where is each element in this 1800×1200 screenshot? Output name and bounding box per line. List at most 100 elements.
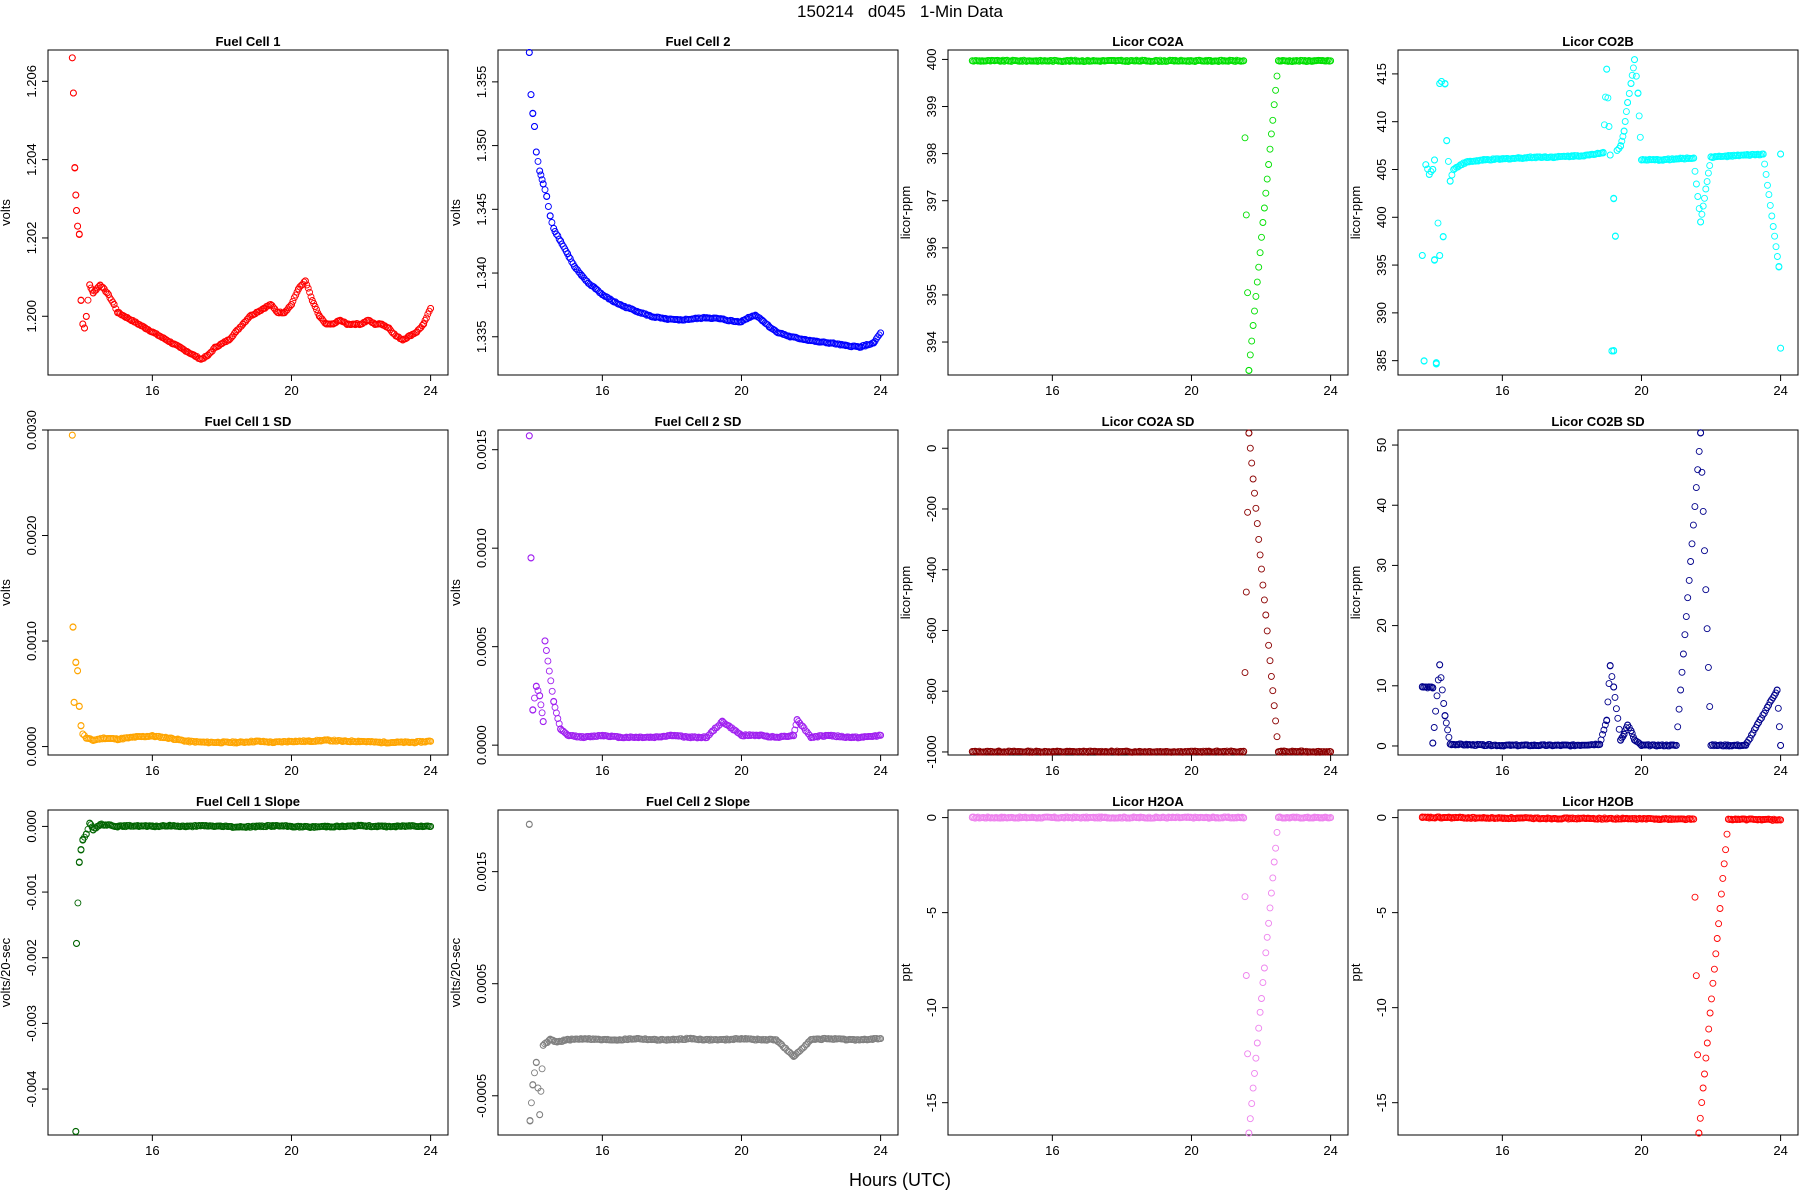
data-point bbox=[1615, 725, 1623, 733]
data-point bbox=[526, 1116, 534, 1124]
data-point bbox=[1568, 741, 1576, 749]
data-point bbox=[1548, 153, 1556, 161]
data-point bbox=[765, 323, 773, 331]
data-point bbox=[1697, 429, 1705, 437]
data-point bbox=[1027, 747, 1035, 755]
data-point bbox=[1682, 155, 1690, 163]
data-point bbox=[68, 431, 76, 439]
data-point bbox=[1188, 747, 1196, 755]
data-point bbox=[1761, 160, 1769, 168]
data-point bbox=[1259, 219, 1267, 226]
data-point bbox=[731, 318, 738, 325]
data-point bbox=[246, 738, 254, 746]
x-tick-label: 16 bbox=[145, 1143, 159, 1158]
x-tick-label: 16 bbox=[1045, 763, 1059, 778]
y-tick-label: 395 bbox=[1374, 254, 1389, 276]
data-point bbox=[1722, 152, 1730, 160]
data-point bbox=[1759, 150, 1767, 158]
data-point bbox=[357, 822, 365, 830]
chart-panel: Fuel Cell 1 SD volts 16 20 24 0.0000 0.0010 0.0… bbox=[0, 410, 449, 778]
data-point bbox=[537, 701, 545, 709]
y-tick-label: 396 bbox=[924, 237, 939, 259]
data-point bbox=[1436, 252, 1444, 259]
data-point bbox=[1262, 949, 1270, 957]
y-tick-label: -10 bbox=[1374, 998, 1389, 1017]
data-point bbox=[681, 1036, 689, 1043]
data-point bbox=[586, 733, 594, 741]
data-point bbox=[1682, 613, 1690, 621]
data-point bbox=[538, 709, 546, 717]
data-point bbox=[1703, 625, 1711, 633]
data-point bbox=[532, 1058, 540, 1066]
data-point bbox=[1240, 57, 1248, 65]
data-point bbox=[539, 180, 547, 188]
x-tick-label: 20 bbox=[1634, 383, 1648, 398]
y-axis-label: ppt bbox=[898, 963, 913, 981]
data-point bbox=[999, 814, 1007, 822]
data-point bbox=[1422, 161, 1430, 169]
data-point bbox=[767, 733, 775, 741]
data-point bbox=[853, 733, 860, 741]
data-point bbox=[1170, 57, 1178, 65]
x-tick-label: 20 bbox=[284, 1143, 298, 1158]
data-point bbox=[1498, 155, 1506, 163]
data-point bbox=[859, 1036, 867, 1044]
series-points bbox=[68, 54, 435, 363]
data-point bbox=[1422, 683, 1430, 691]
data-point bbox=[685, 1035, 693, 1043]
series-points bbox=[525, 432, 885, 742]
data-point bbox=[119, 823, 127, 830]
data-point bbox=[544, 203, 552, 210]
data-point bbox=[633, 733, 641, 741]
data-point bbox=[541, 637, 549, 645]
data-point bbox=[304, 284, 312, 292]
data-point bbox=[1717, 890, 1725, 898]
data-point bbox=[1241, 669, 1249, 677]
data-point bbox=[1091, 814, 1099, 822]
data-point bbox=[1759, 816, 1767, 823]
data-point bbox=[183, 737, 191, 745]
data-point bbox=[325, 736, 333, 744]
data-point bbox=[776, 733, 784, 741]
data-point bbox=[1327, 814, 1335, 822]
data-point bbox=[529, 110, 537, 118]
data-point bbox=[1245, 1129, 1253, 1137]
data-point bbox=[118, 822, 126, 830]
plot-frame bbox=[497, 429, 899, 756]
data-point bbox=[378, 320, 386, 328]
x-tick-label: 20 bbox=[1634, 1143, 1648, 1158]
data-point bbox=[1253, 520, 1261, 528]
chart-panel: Fuel Cell 2 Slope volts/20-sec 16 20 24 -0.00… bbox=[448, 794, 899, 1158]
data-point bbox=[968, 814, 976, 822]
y-tick-label: 0.0015 bbox=[474, 430, 489, 470]
data-point bbox=[1704, 169, 1712, 177]
x-tick-label: 24 bbox=[873, 1143, 887, 1158]
data-point bbox=[525, 432, 533, 440]
data-point bbox=[73, 939, 80, 947]
data-point bbox=[1606, 662, 1614, 670]
data-point bbox=[1237, 747, 1245, 755]
data-point bbox=[1674, 723, 1682, 731]
data-point bbox=[409, 822, 417, 830]
data-point bbox=[703, 1036, 711, 1044]
data-point bbox=[1551, 814, 1558, 822]
data-point bbox=[1679, 650, 1687, 658]
data-point bbox=[1716, 905, 1724, 912]
data-point bbox=[1620, 730, 1628, 738]
data-point bbox=[75, 230, 83, 238]
data-point bbox=[1773, 253, 1781, 260]
data-point bbox=[532, 682, 540, 690]
y-tick-label: 0.0015 bbox=[474, 852, 489, 892]
y-axis-label: volts bbox=[448, 199, 463, 226]
data-point bbox=[1489, 155, 1497, 163]
data-point bbox=[176, 344, 184, 352]
data-point bbox=[557, 725, 565, 733]
data-point bbox=[793, 716, 801, 723]
data-point bbox=[668, 731, 676, 739]
data-point bbox=[1677, 686, 1685, 694]
data-point bbox=[169, 340, 177, 348]
data-point bbox=[1269, 874, 1277, 882]
data-point bbox=[74, 899, 82, 907]
data-point bbox=[751, 732, 759, 740]
data-point bbox=[378, 739, 386, 747]
